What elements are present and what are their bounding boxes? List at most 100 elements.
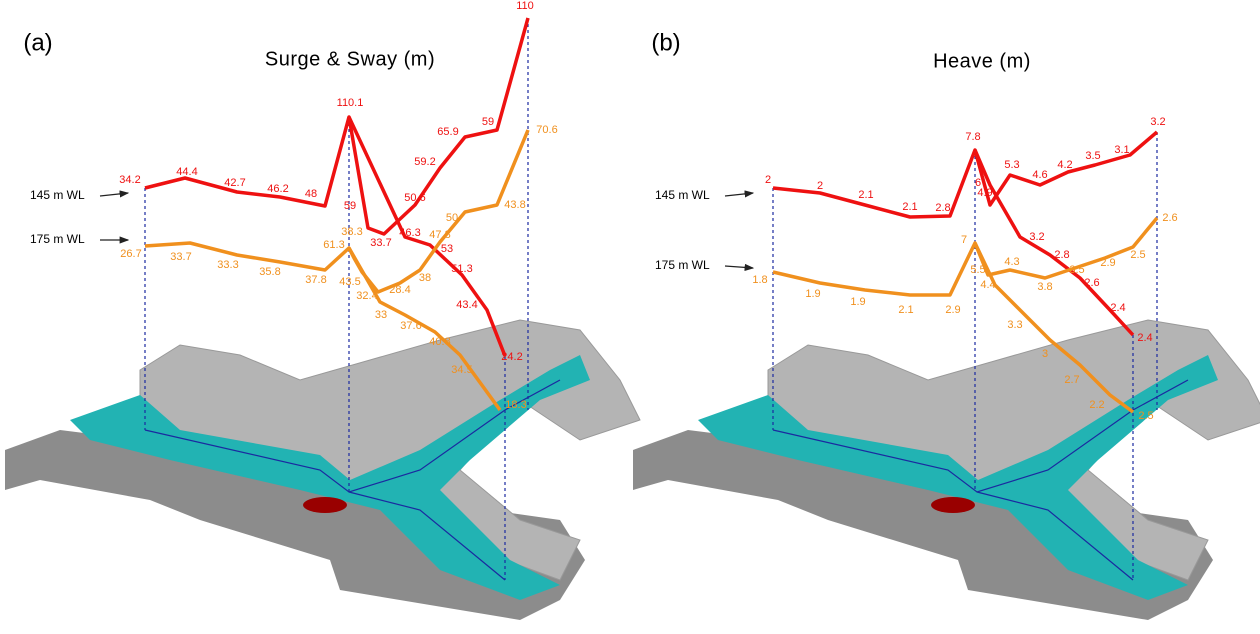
- data-label: 24.2: [501, 351, 522, 363]
- data-label: 1.9: [850, 296, 865, 308]
- legend-label: 145 m WL: [30, 188, 85, 202]
- data-label: 110: [516, 0, 534, 12]
- data-label: 2.1: [898, 304, 913, 316]
- data-label: 33.7: [370, 237, 391, 249]
- data-label: 7.8: [965, 131, 980, 143]
- data-label: 2.4: [1110, 302, 1125, 314]
- chart-title: Heave (m): [933, 50, 1031, 72]
- data-label: 2: [817, 180, 823, 192]
- terrain-block: [5, 430, 585, 620]
- data-label: 33.3: [217, 259, 238, 271]
- data-label: 46.3: [399, 227, 420, 239]
- data-label: 53: [441, 243, 453, 255]
- data-label: 2.6: [1084, 277, 1099, 289]
- data-label: 32.4: [356, 290, 377, 302]
- data-label: 2: [765, 174, 771, 186]
- data-label: 2.8: [1054, 249, 1069, 261]
- data-label: 38.3: [341, 226, 362, 238]
- data-label: 3.1: [1114, 144, 1129, 156]
- river-branch: [976, 491, 1134, 581]
- reservoir-mark: [303, 497, 347, 513]
- branch-line: [973, 216, 1159, 280]
- series-line: [772, 148, 1135, 337]
- data-label: 37.6: [400, 320, 421, 332]
- data-label: 1.9: [805, 288, 820, 300]
- branch-line: [347, 17, 530, 236]
- data-label: 33.7: [170, 251, 191, 263]
- data-label: 42.7: [224, 177, 245, 189]
- data-label: 59: [344, 200, 356, 212]
- legend-label: 175 m WL: [30, 232, 85, 246]
- data-label: 38: [419, 272, 431, 284]
- data-label: 43.8: [504, 199, 525, 211]
- data-label: 26.7: [120, 248, 141, 260]
- river-centerline: [144, 379, 561, 493]
- data-label: 33: [375, 309, 387, 321]
- data-label: 6: [975, 177, 981, 189]
- data-label: 2.9: [1100, 257, 1115, 269]
- data-label: 28.4: [389, 284, 410, 296]
- data-label: 7: [961, 234, 967, 246]
- data-label: 4.4: [980, 279, 995, 291]
- data-label: 110.1: [337, 97, 364, 109]
- data-label: 51.3: [451, 263, 472, 275]
- branch-line: [973, 130, 1159, 207]
- data-label: 40.8: [429, 336, 450, 348]
- data-label: 5.5: [970, 264, 985, 276]
- data-label: 18.3: [505, 399, 526, 411]
- river-branch: [348, 491, 506, 581]
- data-label: 50: [446, 212, 458, 224]
- data-label: 2.5: [1130, 249, 1145, 261]
- branch-line: [347, 129, 530, 294]
- terrain-block: [633, 430, 1213, 620]
- data-label: 46.2: [267, 183, 288, 195]
- data-label: 34.2: [119, 174, 140, 186]
- data-label: 2.8: [935, 202, 950, 214]
- data-label: 4.6: [1032, 169, 1047, 181]
- river-centerline: [772, 379, 1189, 493]
- data-label: 3.2: [1150, 116, 1165, 128]
- data-label: 44.4: [176, 166, 197, 178]
- data-label: 48: [305, 188, 317, 200]
- data-label: 5.3: [1004, 159, 1019, 171]
- terrain: [5, 319, 1260, 620]
- data-label: 1.8: [752, 274, 767, 286]
- chart-title: Surge & Sway (m): [265, 48, 435, 70]
- data-label: 59.2: [414, 156, 435, 168]
- data-label: 70.6: [536, 124, 557, 136]
- legend-arrow: [724, 190, 755, 198]
- data-label: 3.3: [1007, 319, 1022, 331]
- legend-label: 175 m WL: [655, 258, 710, 272]
- data-label: 43.4: [456, 299, 477, 311]
- data-label: 37.8: [305, 274, 326, 286]
- panel-label: (b): [651, 29, 680, 56]
- data-label: 2.4: [1137, 332, 1152, 344]
- data-label: 61.3: [323, 239, 344, 251]
- data-label: 3.5: [1069, 264, 1084, 276]
- data-label: 2.5: [1138, 410, 1153, 422]
- data-label: 2.1: [858, 189, 873, 201]
- data-label: 59: [482, 116, 494, 128]
- data-label: 4.3: [1004, 256, 1019, 268]
- data-label: 2.2: [1089, 399, 1104, 411]
- data-label: 3: [1042, 348, 1048, 360]
- reservoir-mark: [931, 497, 975, 513]
- data-label: 2.7: [1064, 374, 1079, 386]
- data-label: 35.8: [259, 266, 280, 278]
- data-label: 3.2: [1029, 231, 1044, 243]
- data-label: 2.1: [902, 201, 917, 213]
- legend-arrow: [724, 263, 755, 271]
- data-label: 47.8: [429, 229, 450, 241]
- data-label: 4.2: [1057, 159, 1072, 171]
- data-label: 34.5: [451, 364, 472, 376]
- legend-arrow: [99, 190, 130, 198]
- data-label: 3.5: [1085, 150, 1100, 162]
- data-label: 65.9: [437, 126, 458, 138]
- data-label: 2.9: [945, 304, 960, 316]
- data-label: 4.9: [977, 187, 992, 199]
- legend-label: 145 m WL: [655, 188, 710, 202]
- panel-label: (a): [23, 29, 52, 56]
- data-label: 43.5: [339, 276, 360, 288]
